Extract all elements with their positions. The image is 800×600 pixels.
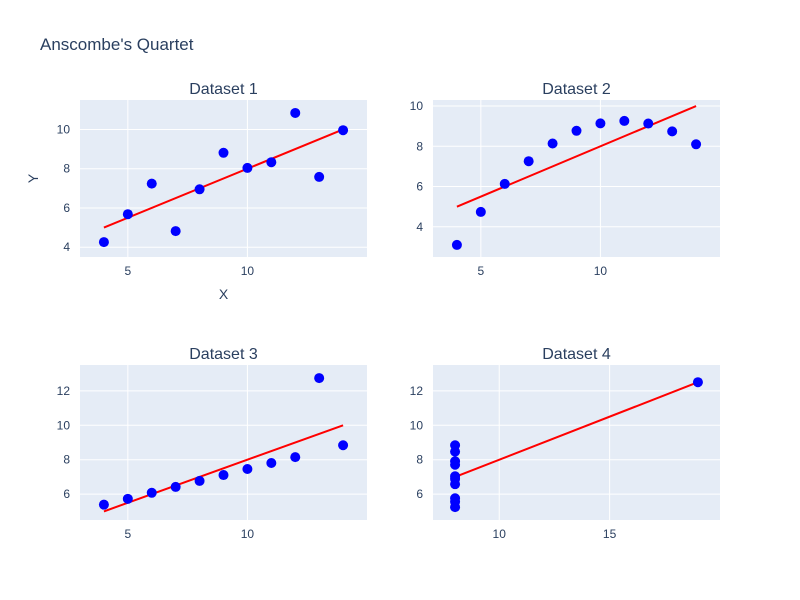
subplot-title: Dataset 4 [542,346,611,363]
y-tick-label: 8 [63,453,70,467]
plot-area [433,365,720,520]
data-point [450,456,461,467]
x-tick-label: 10 [241,527,255,541]
data-point [218,147,229,158]
fit-line [103,424,344,513]
data-point [619,115,630,126]
y-tick-label: 8 [63,162,70,176]
data-point [98,237,109,248]
y-axis-label: Y [25,173,41,183]
x-tick-label: 5 [124,264,131,278]
data-point [475,206,486,217]
subplot-3: 5 10 6 8 10 12 Dataset 3 [57,346,367,541]
data-point [266,157,277,168]
data-point [643,118,654,129]
data-point [499,178,510,189]
subplot-1: 5 10 4 6 8 10 Dataset 1 X Y [25,81,367,302]
plot-area [433,100,720,257]
data-point [290,107,301,118]
y-tick-label: 8 [416,139,423,153]
figure-title: Anscombe's Quartet [40,35,194,54]
data-point [146,487,157,498]
fit-line [456,105,697,208]
data-point [450,446,461,457]
data-point [667,126,678,137]
data-point [170,481,181,492]
data-point [450,496,461,507]
data-point [547,138,558,149]
x-tick-label: 5 [477,264,484,278]
data-point [692,377,703,388]
y-tick-label: 10 [410,418,424,432]
y-tick-label: 8 [416,453,423,467]
data-point [314,171,325,182]
subplot-2: 5 10 4 6 8 10 Dataset 2 [410,81,720,278]
x-tick-label: 5 [124,527,131,541]
data-point [242,464,253,475]
subplot-4: 10 15 6 8 10 12 Dataset 4 [410,346,720,541]
y-tick-label: 12 [410,384,424,398]
data-point [242,162,253,173]
subplot-title: Dataset 3 [189,346,258,363]
x-tick-label: 10 [241,264,255,278]
data-point [314,373,325,384]
data-point [595,118,606,129]
data-point [571,125,582,136]
fit-line [103,128,344,229]
y-tick-label: 10 [57,418,71,432]
x-tick-label: 10 [594,264,608,278]
data-point [523,156,534,167]
data-point [146,178,157,189]
fit-line [454,381,699,478]
data-point [122,493,133,504]
subplot-title: Dataset 2 [542,81,611,98]
y-tick-label: 10 [410,99,424,113]
data-point [170,226,181,237]
subplot-title: Dataset 1 [189,81,258,98]
data-point [194,475,205,486]
y-tick-label: 6 [416,180,423,194]
data-point [450,473,461,484]
data-point [691,139,702,150]
data-point [338,440,349,451]
y-tick-label: 10 [57,122,71,136]
data-point [122,209,133,220]
data-point [338,125,349,136]
x-tick-label: 15 [603,527,617,541]
y-tick-label: 4 [416,220,423,234]
data-point [218,470,229,481]
y-tick-label: 6 [63,201,70,215]
data-point [451,239,462,250]
y-tick-label: 4 [63,240,70,254]
x-axis-label: X [219,286,229,302]
y-tick-label: 12 [57,384,71,398]
data-point [290,452,301,463]
plot-area [80,365,367,520]
data-point [98,499,109,510]
y-tick-label: 6 [63,487,70,501]
y-tick-label: 6 [416,487,423,501]
data-point [266,457,277,468]
x-tick-label: 10 [493,527,507,541]
data-point [194,184,205,195]
